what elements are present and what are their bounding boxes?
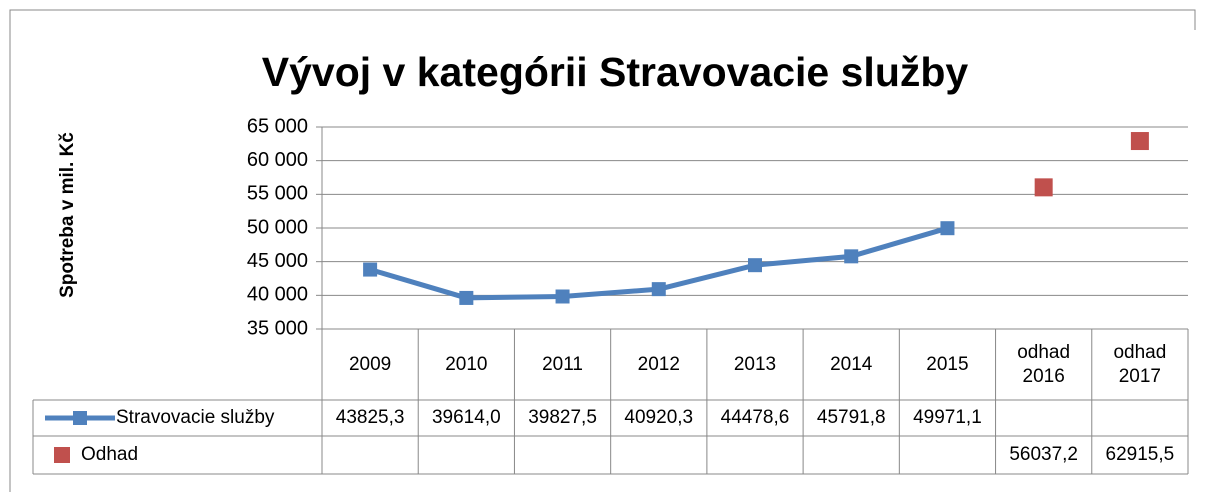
y-tick-label: 60 000 xyxy=(247,149,308,171)
data-table-value: 43825,3 xyxy=(335,407,405,429)
y-tick-label: 45 000 xyxy=(247,250,308,272)
marker xyxy=(844,249,859,264)
marker xyxy=(748,258,762,273)
marker xyxy=(940,221,955,236)
data-table-value: 39614,0 xyxy=(431,407,501,429)
y-tick-label: 35 000 xyxy=(247,317,308,339)
x-tick-label: 2009 xyxy=(348,353,392,375)
marker xyxy=(651,282,666,297)
marker xyxy=(363,262,378,277)
y-tick-label: 50 000 xyxy=(247,216,308,238)
marker xyxy=(1130,132,1149,151)
x-tick-label: 2014 xyxy=(830,353,873,375)
x-tick-label: 2013 xyxy=(733,353,777,375)
y-tick-label: 55 000 xyxy=(247,183,308,205)
data-table-value: 49971,1 xyxy=(913,407,982,429)
data-table-value: 39827,5 xyxy=(528,407,597,429)
legend-label: Odhad xyxy=(81,444,139,466)
legend-marker xyxy=(54,447,70,463)
x-tick-label: odhad 2016 xyxy=(1017,341,1071,387)
y-tick-label: 40 000 xyxy=(247,284,308,306)
x-tick-label: 2011 xyxy=(542,353,583,375)
data-table-value: 62915,5 xyxy=(1105,444,1175,466)
y-tick-label: 65 000 xyxy=(247,115,308,137)
x-tick-label: 2012 xyxy=(637,353,680,375)
y-axis-title: Spotreba v mil. Kč xyxy=(57,132,78,298)
data-table-value: 40920,3 xyxy=(624,407,694,429)
marker xyxy=(459,290,474,305)
data-table-value: 56037,2 xyxy=(1009,444,1078,466)
marker xyxy=(555,289,570,304)
x-tick-label: odhad 2017 xyxy=(1113,341,1167,387)
marker xyxy=(1034,178,1053,197)
legend-label: Stravovacie služby xyxy=(116,407,275,429)
x-tick-label: 2010 xyxy=(445,353,488,375)
chart-frame xyxy=(9,9,1196,492)
x-tick-label: 2015 xyxy=(926,353,969,375)
data-table-value: 45791,8 xyxy=(816,407,886,429)
legend-marker xyxy=(73,411,87,425)
chart-title: Vývoj v kategórii Stravovacie služby xyxy=(262,49,969,95)
data-table-value: 44478,6 xyxy=(720,407,790,429)
